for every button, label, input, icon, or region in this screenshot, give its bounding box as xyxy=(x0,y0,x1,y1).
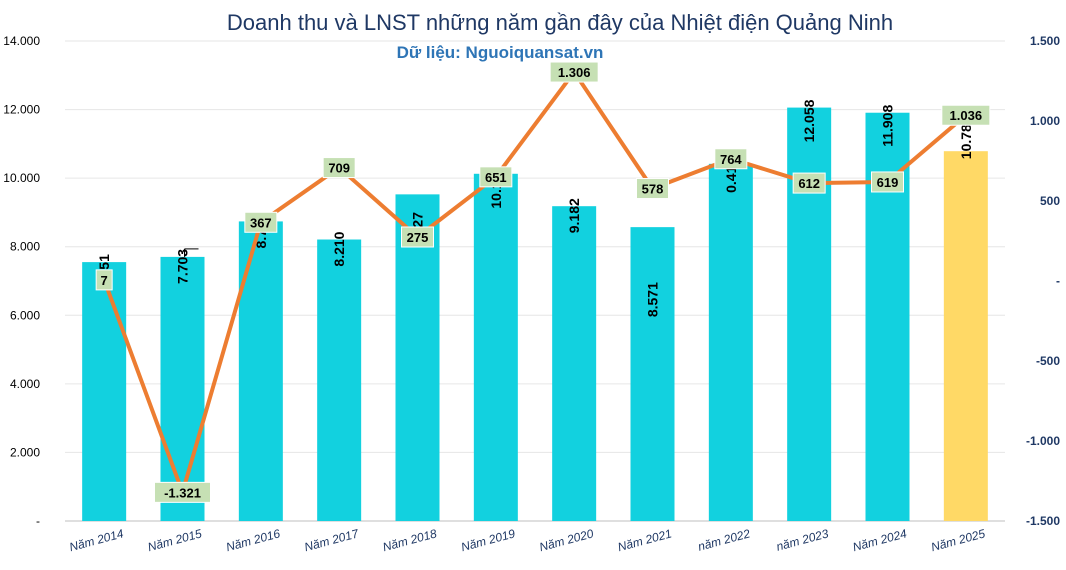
line-label-box xyxy=(244,211,278,233)
line-label-box xyxy=(401,226,434,248)
x-tick-label: năm 2023 xyxy=(775,526,830,553)
bar-value-label: 11.908 xyxy=(880,105,896,147)
bar-value-label: 12.058 xyxy=(801,99,817,142)
right-y-tick-label: -500 xyxy=(1036,354,1060,368)
right-y-tick-label: 1.000 xyxy=(1030,114,1060,128)
x-tick-label: năm 2022 xyxy=(696,526,751,553)
gridlines xyxy=(65,40,1005,522)
line-label-box xyxy=(95,269,113,291)
line-value-label: 1.036 xyxy=(950,108,983,123)
bar xyxy=(630,227,675,521)
x-tick-label: Năm 2014 xyxy=(68,526,125,554)
line-label-box xyxy=(714,148,748,170)
line-label-box xyxy=(792,172,826,194)
x-tick-label: Năm 2015 xyxy=(146,526,203,554)
bar xyxy=(708,163,753,522)
bar-value-label: 10.786 xyxy=(958,116,974,159)
x-tick-label: Năm 2025 xyxy=(929,526,986,554)
x-tick-label: Năm 2016 xyxy=(224,526,281,554)
left-y-tick-label: - xyxy=(36,514,40,528)
line-data-labels: 7 -1.321 367 709 275 651 1.306 578 764 612 619 1.03… xyxy=(95,61,991,503)
line-value-label: 7 xyxy=(101,273,108,288)
line-value-label: 612 xyxy=(798,176,820,191)
revenue-line xyxy=(102,70,968,495)
left-y-tick-label: 10.000 xyxy=(3,171,40,185)
bar xyxy=(552,206,597,521)
x-tick-label: Năm 2019 xyxy=(459,526,516,554)
bar xyxy=(943,151,988,522)
right-y-tick-label: 1.500 xyxy=(1030,34,1060,48)
bar xyxy=(473,173,518,521)
x-tick-label: Năm 2017 xyxy=(303,526,361,554)
line-label-box xyxy=(941,104,991,126)
x-tick-label: Năm 2018 xyxy=(381,526,438,554)
line-value-label: 651 xyxy=(485,170,507,185)
line-label-box xyxy=(479,166,513,188)
line-label-box xyxy=(322,157,356,179)
chart-title: Doanh thu và LNST những năm gần đây của … xyxy=(227,10,893,35)
right-y-tick-label: -1.500 xyxy=(1026,514,1060,528)
line-label-box xyxy=(549,61,599,83)
line-series xyxy=(102,70,968,495)
line-value-label: 709 xyxy=(328,161,350,176)
left-y-tick-label: 8.000 xyxy=(10,240,40,254)
bar xyxy=(238,221,283,521)
bar xyxy=(317,239,362,521)
bar-value-label: 8.571 xyxy=(645,282,661,317)
line-label-box xyxy=(636,178,669,200)
line-value-label: 367 xyxy=(250,215,272,230)
chart-subtitle: Dữ liệu: Nguoiquansat.vn xyxy=(397,43,604,62)
bar-value-label: 9.182 xyxy=(566,198,582,233)
left-y-axis: - 2.000 4.000 6.000 8.000 10.000 12.000 14.000 xyxy=(3,34,40,528)
bar-series xyxy=(82,107,988,522)
line-value-label: 1.306 xyxy=(558,65,591,80)
left-y-tick-label: 12.000 xyxy=(3,103,40,117)
left-y-tick-label: 2.000 xyxy=(10,445,40,459)
line-value-label: 275 xyxy=(407,230,429,245)
bar-value-label: 8.210 xyxy=(331,231,347,266)
x-tick-label: Năm 2020 xyxy=(538,526,595,554)
right-y-tick-label: - xyxy=(1056,274,1060,288)
bar xyxy=(787,107,832,521)
bar-data-labels: 7.5517.7038.7388.21052710.1279.1828.5710… xyxy=(96,99,974,317)
line-label-box xyxy=(154,481,211,503)
line-value-label: -1.321 xyxy=(164,485,201,500)
line-value-label: 619 xyxy=(877,175,899,190)
right-y-tick-label: -1.000 xyxy=(1026,434,1060,448)
bar xyxy=(395,194,440,522)
line-value-label: 764 xyxy=(720,152,742,167)
x-tick-label: Năm 2024 xyxy=(851,526,908,554)
left-y-tick-label: 6.000 xyxy=(10,308,40,322)
right-y-tick-label: 500 xyxy=(1040,194,1060,208)
line-label-box xyxy=(871,171,904,193)
left-y-tick-label: 14.000 xyxy=(3,34,40,48)
bar-value-label: 7.703 xyxy=(175,249,191,284)
bar xyxy=(82,262,127,521)
left-y-tick-label: 4.000 xyxy=(10,377,40,391)
line-value-label: 578 xyxy=(642,182,664,197)
x-axis: Năm 2014 Năm 2015 Năm 2016 Năm 2017 Năm 2018… xyxy=(68,526,987,554)
bar xyxy=(160,256,205,521)
x-tick-label: Năm 2021 xyxy=(616,526,673,554)
